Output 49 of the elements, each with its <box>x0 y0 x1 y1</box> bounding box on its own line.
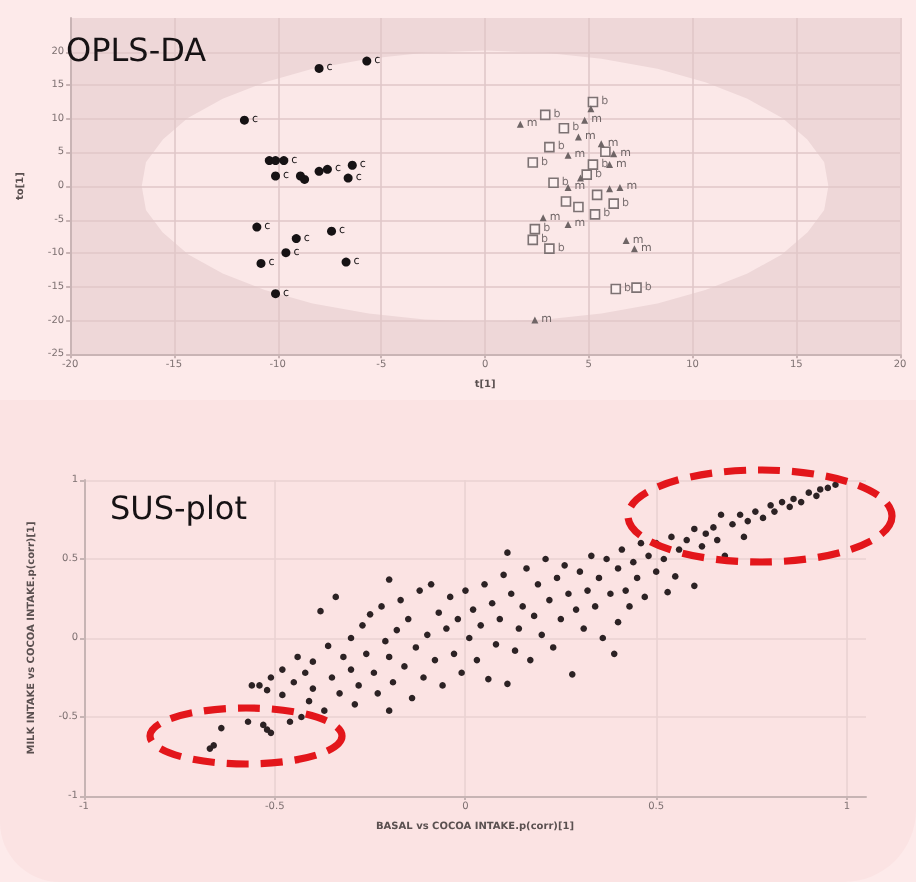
point <box>271 171 281 181</box>
point <box>347 160 357 170</box>
point <box>271 156 281 166</box>
point <box>314 63 324 73</box>
point <box>544 243 555 254</box>
chart-title: SUS-plot <box>110 489 247 527</box>
point <box>591 189 603 201</box>
point <box>271 289 281 299</box>
point <box>239 115 249 125</box>
point <box>622 237 630 245</box>
point <box>573 201 584 213</box>
point <box>279 156 289 166</box>
point <box>581 169 593 180</box>
point <box>516 120 524 128</box>
point <box>589 209 601 220</box>
point <box>600 146 611 158</box>
point <box>327 226 337 236</box>
point <box>574 133 582 141</box>
point <box>581 116 589 124</box>
point <box>527 157 539 168</box>
point <box>616 183 624 191</box>
point <box>560 196 572 207</box>
chart-title: OPLS-DA <box>66 31 207 69</box>
point <box>300 174 310 184</box>
point <box>529 223 541 235</box>
point <box>606 185 614 193</box>
point <box>608 198 619 209</box>
point <box>343 173 353 183</box>
point <box>544 141 555 153</box>
point <box>610 283 622 295</box>
point <box>630 245 638 253</box>
point <box>587 96 599 108</box>
point <box>341 257 351 267</box>
point <box>281 248 291 258</box>
point <box>256 258 266 268</box>
point <box>587 159 599 170</box>
point <box>527 234 539 246</box>
point <box>539 109 551 121</box>
point <box>362 56 372 66</box>
point <box>577 174 584 182</box>
point <box>314 166 324 176</box>
point <box>322 164 332 174</box>
point <box>252 222 262 232</box>
point <box>631 282 642 293</box>
point <box>564 151 572 159</box>
point <box>548 177 559 189</box>
point <box>558 122 570 134</box>
point <box>291 234 301 244</box>
point <box>564 220 572 228</box>
